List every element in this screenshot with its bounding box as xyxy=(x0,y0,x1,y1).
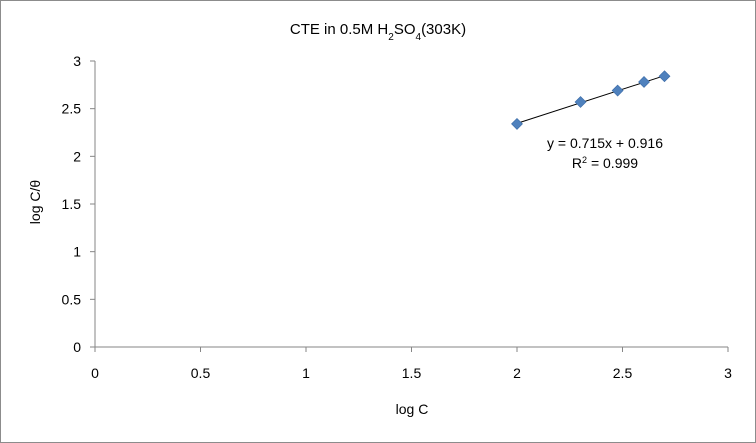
axes xyxy=(90,60,729,352)
x-tick-label: 1.5 xyxy=(402,365,422,381)
x-tick-labels: 0 0.5 1 1.5 2 2.5 3 xyxy=(91,365,732,381)
x-tick-label: 0 xyxy=(91,365,99,381)
x-tick-label: 3 xyxy=(724,365,732,381)
x-tick-label: 2 xyxy=(513,365,521,381)
y-tick-label: 1 xyxy=(73,244,81,260)
x-axis-label: log C xyxy=(396,401,429,417)
x-tick-label: 0.5 xyxy=(191,365,211,381)
y-tick-label: 0 xyxy=(73,339,81,355)
data-point xyxy=(511,117,523,130)
data-point xyxy=(638,76,650,88)
data-points xyxy=(511,70,671,130)
x-tick-label: 1 xyxy=(302,365,310,381)
y-tick-label: 2 xyxy=(73,148,81,164)
chart-title: CTE in 0.5M H2SO4(303K) xyxy=(290,21,466,43)
y-tick-label: 1.5 xyxy=(62,196,82,212)
y-tick-label: 2.5 xyxy=(62,101,82,117)
trendline-equation: y = 0.715x + 0.916 xyxy=(547,135,663,151)
data-point xyxy=(611,84,624,97)
data-point xyxy=(574,96,587,108)
data-point xyxy=(658,70,671,83)
r-squared-label: R2 = 0.999 xyxy=(572,155,638,171)
y-axis-label: log C/θ xyxy=(27,180,43,225)
y-tick-label: 0.5 xyxy=(62,291,82,307)
x-tick-label: 2.5 xyxy=(613,365,633,381)
y-tick-label: 3 xyxy=(73,53,81,69)
y-tick-labels: 0 0.5 1 1.5 2 2.5 3 xyxy=(62,53,82,355)
